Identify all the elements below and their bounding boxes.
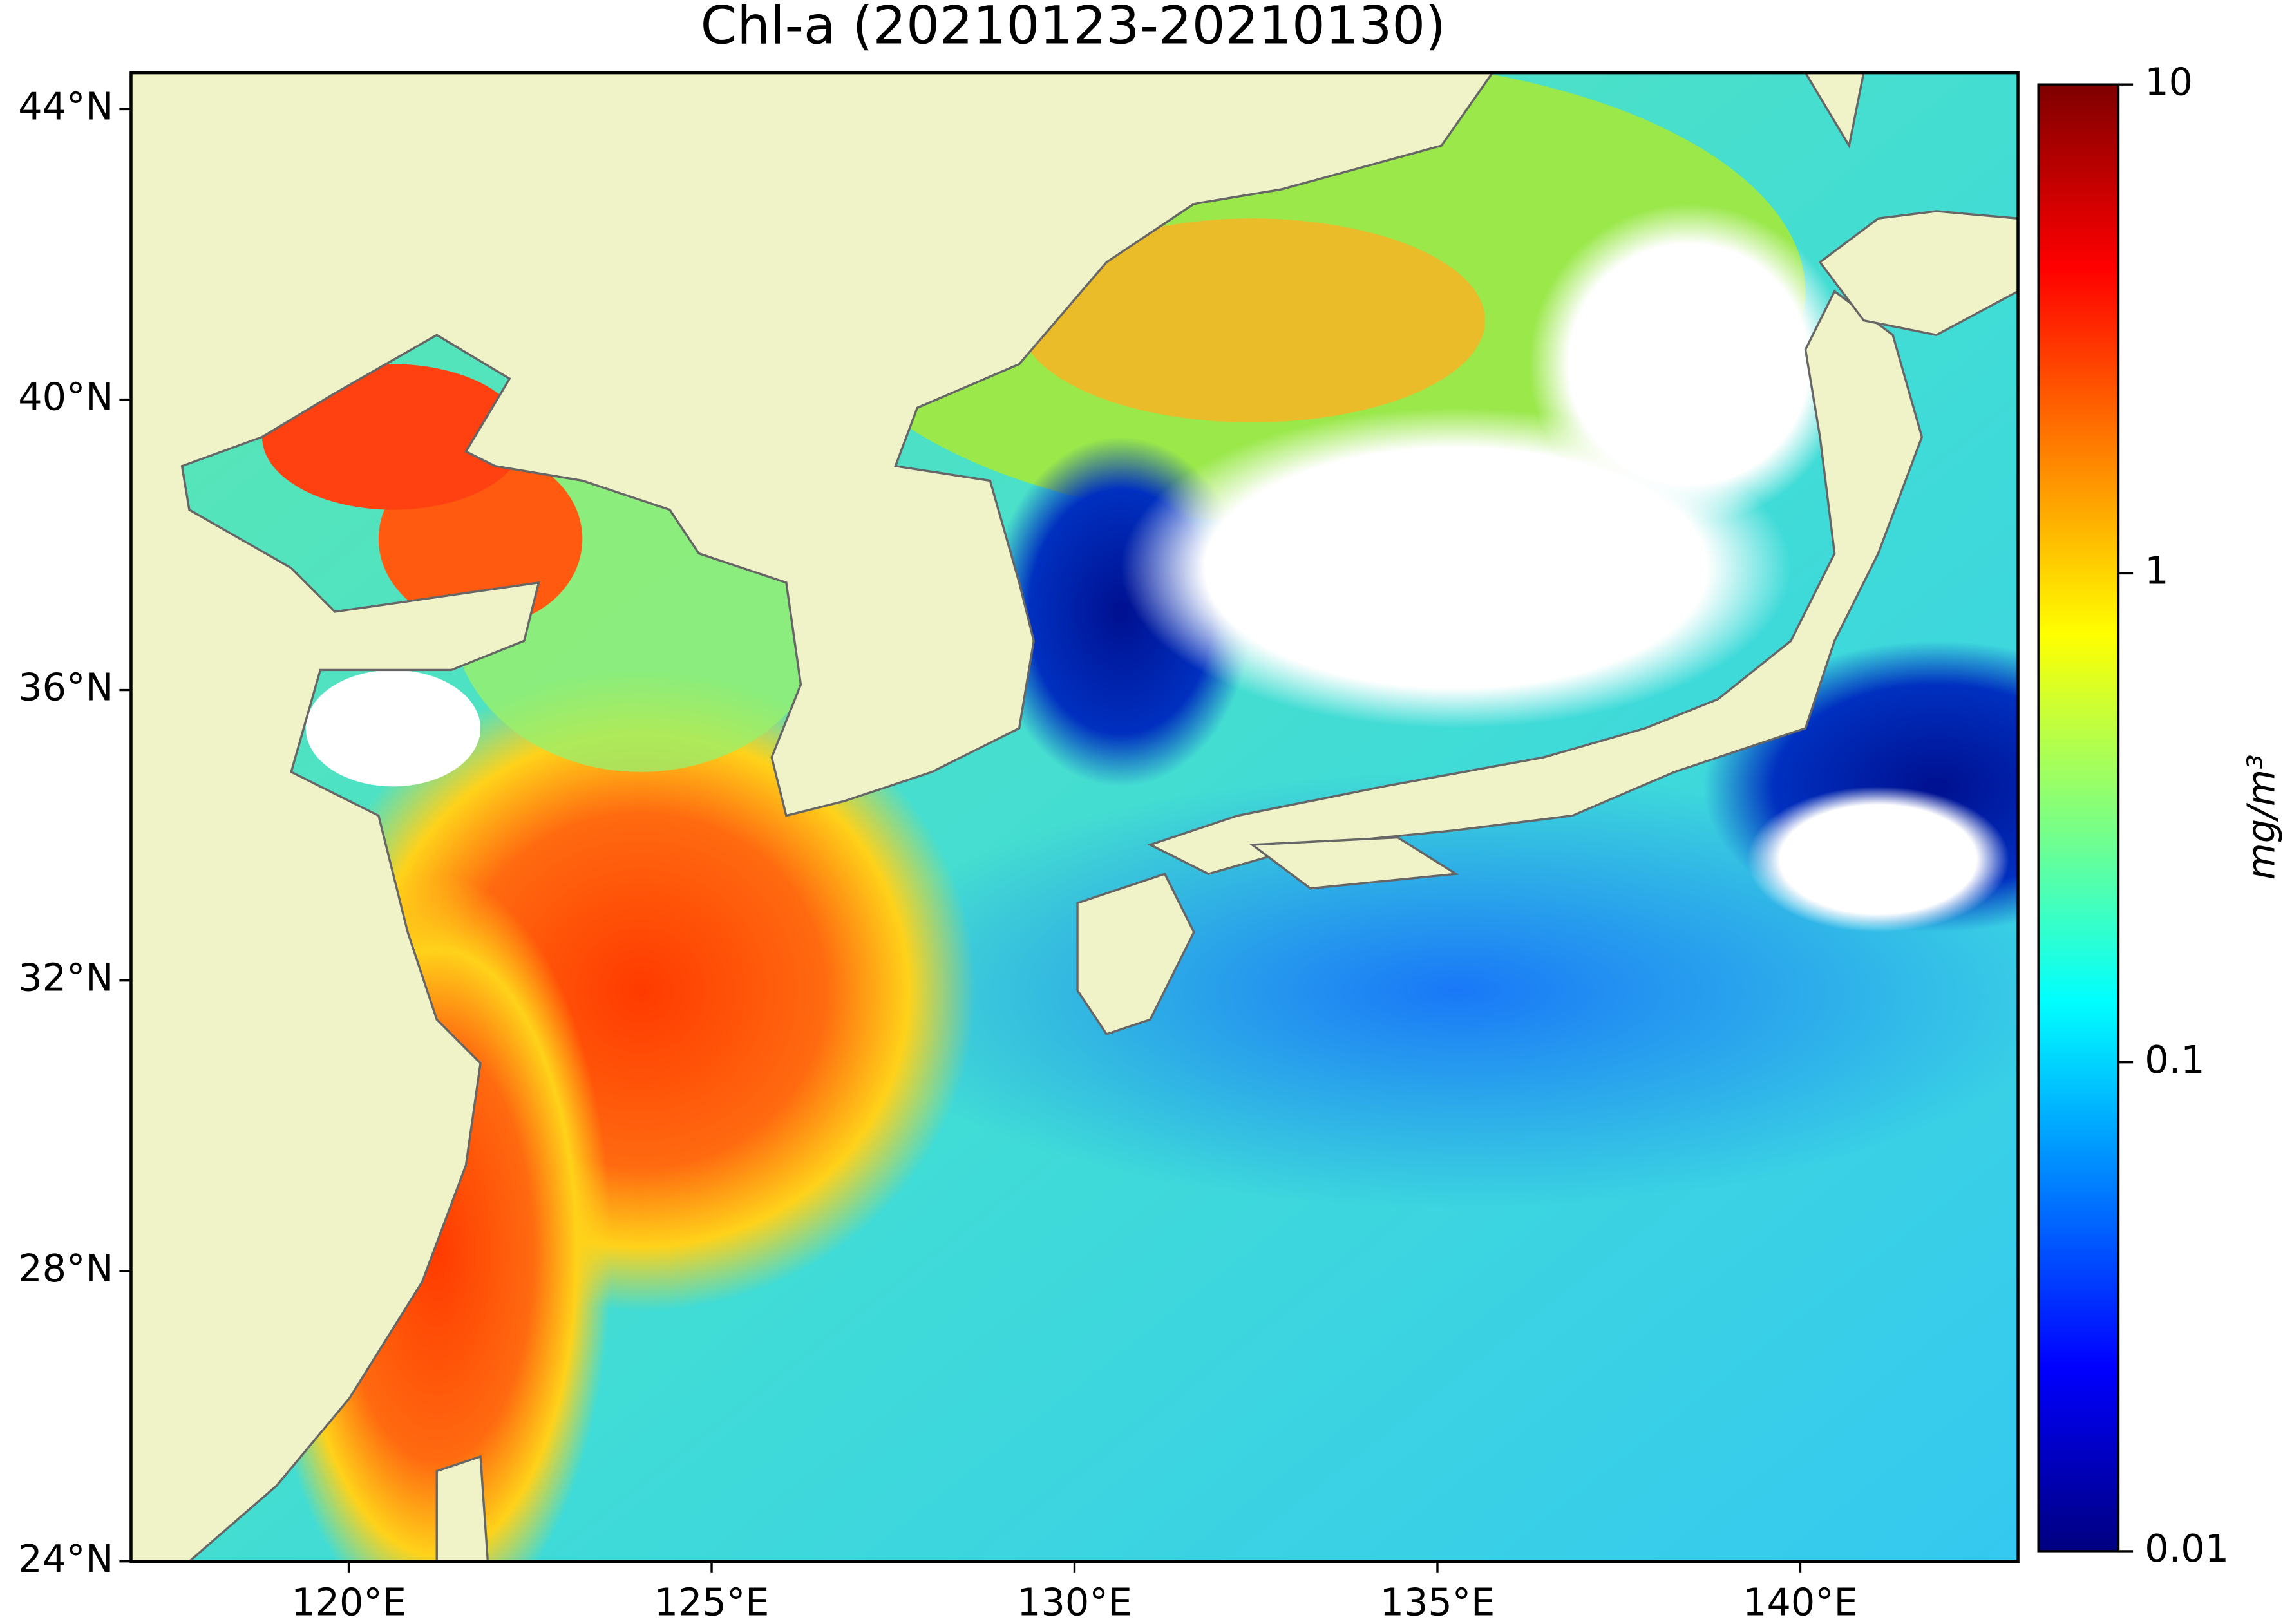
colorbar xyxy=(2037,83,2120,1553)
y-tick-label: 24°N xyxy=(18,1536,113,1581)
x-tick-label: 125°E xyxy=(654,1580,770,1624)
y-tick-label: 28°N xyxy=(18,1246,113,1290)
y-tick-label: 40°N xyxy=(18,375,113,419)
colorbar-tick-label: 10 xyxy=(2145,59,2193,104)
x-tick-label: 135°E xyxy=(1380,1580,1495,1624)
colorbar-label: mg/m³ xyxy=(2239,754,2283,880)
x-tick-label: 120°E xyxy=(291,1580,406,1624)
x-tick-label: 140°E xyxy=(1743,1580,1858,1624)
y-tick-label: 36°N xyxy=(18,665,113,710)
colorbar-tick-label: 1 xyxy=(2145,549,2168,593)
y-tick-label: 44°N xyxy=(18,84,113,129)
title: Chl-a (20210123-20210130) xyxy=(701,0,1446,57)
y-tick-label: 32°N xyxy=(18,956,113,1000)
colorbar-tick-label: 0.01 xyxy=(2145,1526,2229,1571)
x-tick-label: 130°E xyxy=(1017,1580,1132,1624)
colorbar-tick-label: 0.1 xyxy=(2145,1037,2204,1082)
map-image xyxy=(131,73,2018,1562)
